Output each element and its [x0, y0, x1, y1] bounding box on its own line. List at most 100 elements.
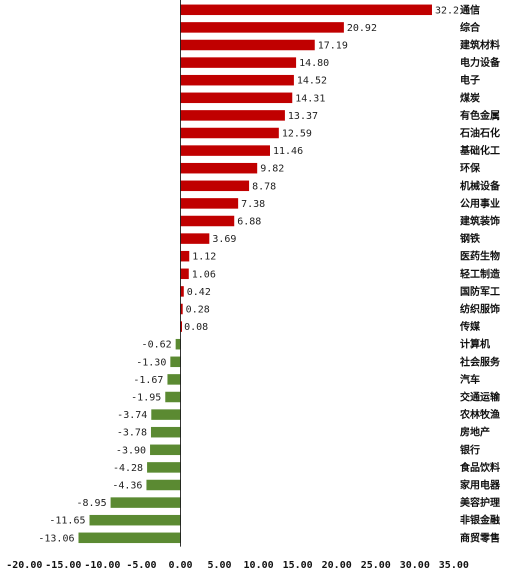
value-label: 1.06 [192, 269, 216, 280]
bar [180, 39, 315, 51]
value-labels-layer: 32.2 20.92 17.19 14.80 14.52 14.31 13.37 12.59 1… [38, 5, 459, 544]
value-label: 0.28 [186, 305, 210, 316]
category-label: 家用电器 [460, 479, 501, 492]
bar [180, 110, 285, 121]
bar [150, 444, 181, 456]
category-label: 电力设备 [460, 56, 501, 69]
bar [78, 532, 181, 544]
bar [151, 409, 181, 420]
value-label: -8.95 [76, 498, 106, 509]
category-label: 通信 [460, 3, 480, 16]
bar [180, 57, 297, 68]
bar [180, 233, 210, 244]
x-tick-label: 5.00 [208, 560, 232, 571]
category-label: 交通运输 [460, 391, 501, 404]
value-label: 14.80 [299, 58, 329, 69]
value-label: -1.30 [136, 357, 166, 368]
category-label: 非银金融 [460, 514, 500, 527]
bar [180, 268, 189, 280]
value-label: 6.88 [237, 217, 261, 228]
category-label: 环保 [460, 162, 481, 175]
value-label: 8.78 [252, 181, 276, 192]
bar [180, 92, 293, 104]
category-label: 国防军工 [460, 285, 500, 298]
bar [180, 162, 258, 174]
category-label: 有色金属 [460, 109, 500, 122]
category-label: 汽车 [460, 373, 480, 386]
x-tick-label: 0.00 [168, 560, 192, 571]
value-label: 3.69 [212, 234, 236, 245]
category-label: 食品饮料 [459, 461, 500, 474]
category-label: 传媒 [459, 320, 481, 333]
category-label: 社会服务 [459, 355, 501, 368]
category-label: 钢铁 [460, 232, 480, 245]
value-label: 14.31 [295, 93, 325, 104]
category-label: 商贸零售 [460, 531, 500, 544]
value-label: -13.06 [38, 533, 74, 544]
value-label: 14.52 [297, 76, 327, 87]
bar [180, 303, 183, 315]
value-label: 12.59 [282, 129, 312, 140]
bar [175, 338, 181, 350]
category-label: 银行 [460, 443, 480, 456]
category-label: 农林牧渔 [459, 408, 500, 421]
category-label: 轻工制造 [460, 267, 501, 280]
value-label: -3.90 [116, 445, 146, 456]
x-tick-label: -15.00 [45, 560, 81, 571]
bar [180, 74, 294, 86]
bar [180, 215, 235, 227]
value-label: 7.38 [241, 199, 265, 210]
x-tick-label: 30.00 [400, 560, 430, 571]
category-label: 基础化工 [459, 144, 500, 157]
category-label: 煤炭 [460, 91, 480, 104]
bar [180, 286, 184, 297]
x-tick-label: -10.00 [84, 560, 120, 571]
value-label: 17.19 [318, 41, 348, 52]
bar [170, 356, 181, 368]
bar [180, 22, 344, 33]
x-tick-label: 10.00 [244, 560, 274, 571]
bar [167, 374, 181, 385]
category-label: 建筑装饰 [459, 215, 500, 228]
bar [89, 514, 181, 526]
x-tick-label: 15.00 [283, 560, 313, 571]
bar [110, 497, 181, 508]
category-label: 综合 [460, 21, 481, 34]
value-label: -3.74 [117, 410, 147, 421]
category-label: 机械设备 [460, 179, 501, 192]
x-tick-label: -5.00 [126, 560, 156, 571]
value-label: -1.95 [131, 393, 161, 404]
x-axis: -20.00 -15.00 -10.00 -5.00 0.00 5.00 10.00 15.0… [6, 0, 469, 571]
value-label: -4.28 [113, 463, 143, 474]
x-tick-label: -20.00 [6, 560, 42, 571]
category-label: 石油石化 [459, 127, 500, 140]
value-label: -0.62 [142, 340, 172, 351]
bar [180, 321, 182, 332]
bar [147, 462, 181, 473]
bars-layer [78, 4, 432, 544]
bar [146, 479, 181, 491]
x-tick-label: 25.00 [361, 560, 391, 571]
bar [180, 4, 432, 16]
value-label: 9.82 [260, 164, 284, 175]
category-label: 房地产 [460, 426, 490, 439]
category-label: 纺织服饰 [460, 303, 500, 316]
bar [150, 426, 181, 438]
bar [180, 198, 239, 209]
value-label: -3.78 [117, 428, 147, 439]
value-label: -4.36 [112, 481, 142, 492]
category-labels-layer: 通信综合建筑材料电力设备电子煤炭有色金属石油石化基础化工环保机械设备公用事业建筑… [459, 3, 501, 544]
category-label: 美容护理 [460, 496, 500, 509]
category-label: 计算机 [460, 338, 490, 351]
category-label: 电子 [460, 74, 480, 87]
bar [180, 127, 279, 139]
value-label: 11.46 [273, 146, 303, 157]
bar [180, 145, 271, 156]
category-label: 公用事业 [460, 197, 500, 210]
x-tick-label: 20.00 [322, 560, 352, 571]
category-label: 建筑材料 [459, 39, 500, 52]
x-tick-label: 35.00 [439, 560, 469, 571]
bar [165, 391, 181, 403]
bar [180, 180, 250, 192]
